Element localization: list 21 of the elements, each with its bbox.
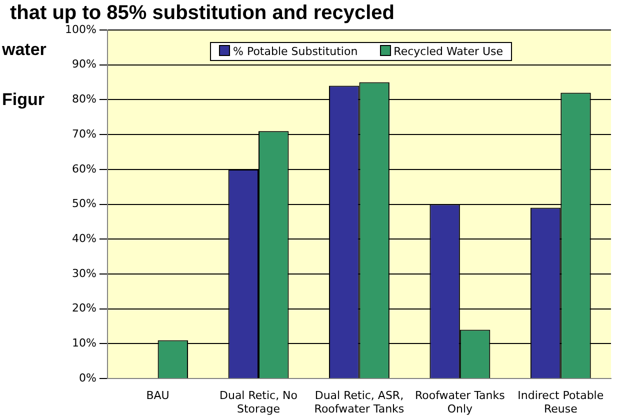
y-tick-label: 100% (64, 22, 96, 36)
y-tick-label: 80% (72, 92, 96, 106)
x-tick-label: Dual Retic, No Storage (220, 389, 298, 416)
text: Figur (2, 90, 44, 110)
x-tick-label: Indirect Potable Reuse (518, 389, 604, 416)
y-tick-label: 30% (72, 266, 96, 280)
y-tick-label: 40% (72, 232, 96, 246)
x-tick-label: Roofwater Tanks Only (415, 389, 506, 416)
y-tick-label: 90% (72, 58, 96, 71)
y-tick-label: 60% (72, 162, 96, 176)
x-tick-label: Dual Retic, ASR, Roofwater Tanks (314, 389, 404, 416)
text: water (2, 40, 46, 60)
y-tick-label: 20% (72, 302, 96, 315)
legend-label: % Potable Substitution (232, 45, 358, 58)
x-tick-label: BAU (146, 389, 170, 402)
text: that up to 85% substitution and recycled (10, 2, 394, 24)
legend-label: Recycled Water Use (392, 45, 504, 58)
y-tick-label: 70% (72, 127, 96, 140)
y-tick-label: 0% (78, 371, 96, 384)
y-tick-label: 50% (72, 197, 96, 210)
y-tick-label: 10% (72, 336, 96, 350)
